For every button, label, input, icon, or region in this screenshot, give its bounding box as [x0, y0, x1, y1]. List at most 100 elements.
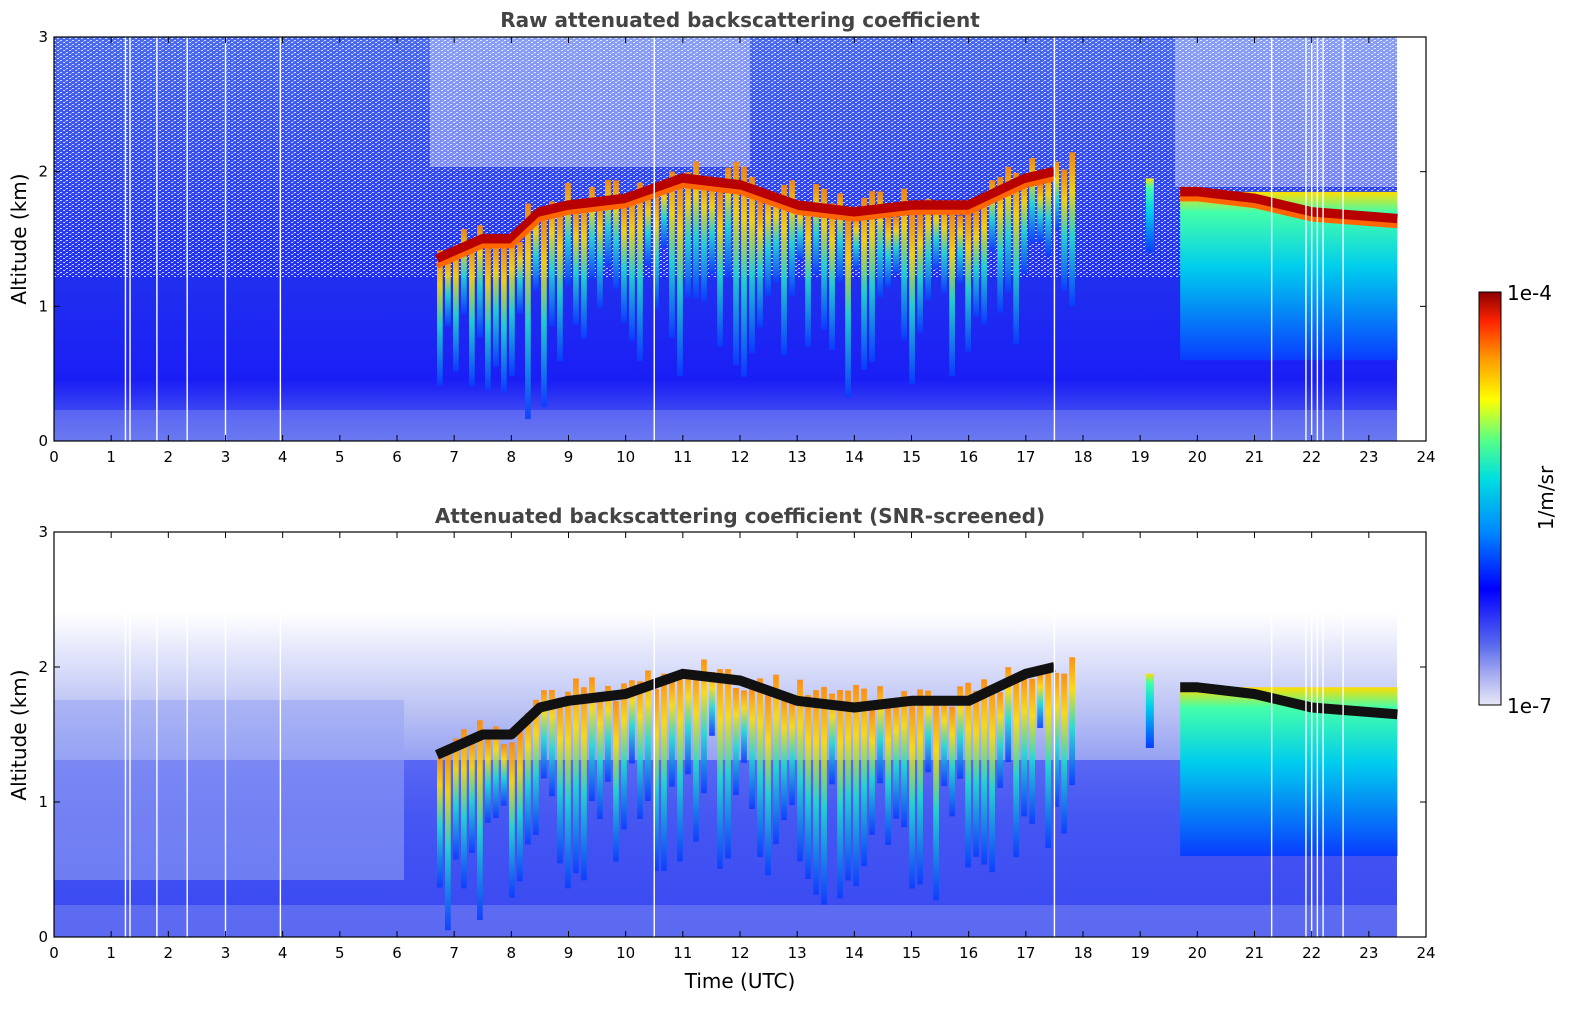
plume-column — [917, 689, 923, 885]
plume-column — [821, 188, 827, 330]
plume-column — [901, 188, 907, 340]
screened-y-axis-label: Altitude (km) — [7, 669, 31, 800]
plume-column — [909, 701, 915, 889]
plume-column — [893, 701, 899, 819]
screened-axes: 0 1 2 3 4 5 6 7 8 9 10 11 12 13 14 15 16 17 18 19 20 21 22 23 24… — [38, 523, 1435, 962]
plume-column — [981, 679, 987, 865]
plume-column — [725, 167, 731, 278]
plume-column — [765, 192, 771, 296]
plume-column — [1061, 673, 1067, 834]
plume-column — [637, 182, 643, 361]
plume-column — [989, 180, 995, 251]
plume-column — [637, 681, 643, 819]
plume-column — [485, 738, 491, 823]
plume-column — [957, 215, 963, 284]
plume-column — [677, 671, 683, 862]
plume-column — [853, 684, 859, 887]
plume-column — [717, 669, 723, 869]
x-tick-label: 23 — [1359, 448, 1378, 466]
plume-column — [1005, 166, 1011, 292]
plume-column — [733, 161, 739, 366]
plume-column — [941, 205, 947, 294]
isolated-plume-streak — [1145, 178, 1154, 253]
raw-surface-band — [54, 410, 1397, 441]
colorbar: 1e-4 1e-7 1/m/sr — [1478, 281, 1558, 718]
plume-column — [837, 193, 843, 283]
plume-column — [829, 693, 835, 785]
plume-column — [861, 688, 867, 867]
x-tick-label: 18 — [1073, 448, 1092, 466]
x-tick-label: 7 — [449, 944, 459, 962]
plume-column — [1069, 657, 1075, 786]
plume-column — [933, 699, 939, 901]
plume-column — [749, 688, 755, 810]
plume-column — [661, 673, 667, 871]
plume-column — [901, 691, 907, 828]
plume-column — [973, 209, 979, 317]
plume-column — [1037, 673, 1043, 728]
plume-column — [573, 207, 579, 325]
plume-column — [541, 690, 547, 779]
plume-column — [445, 257, 451, 327]
plume-column — [645, 194, 651, 266]
plume-column — [997, 692, 1003, 788]
plume-column — [493, 726, 499, 818]
x-tick-label: 0 — [49, 944, 59, 962]
plume-column — [597, 200, 603, 308]
plume-column — [493, 241, 499, 367]
x-tick-label: 21 — [1245, 944, 1264, 962]
plume-column — [909, 210, 915, 385]
plume-column — [933, 203, 939, 269]
plume-column — [597, 691, 603, 819]
screened-panel-title: Attenuated backscattering coefficient (S… — [435, 504, 1045, 528]
plume-column — [565, 183, 571, 286]
x-tick-label: 17 — [1016, 944, 1035, 962]
plume-column — [965, 682, 971, 868]
x-tick-label: 22 — [1302, 944, 1321, 962]
x-tick-label: 8 — [507, 944, 517, 962]
plume-column — [533, 699, 539, 835]
plume-column — [557, 697, 563, 864]
plume-column — [709, 183, 715, 275]
plume-column — [845, 212, 851, 398]
plume-column — [517, 731, 523, 882]
plume-column — [509, 232, 515, 376]
plume-column — [613, 701, 619, 862]
x-tick-label: 19 — [1131, 944, 1150, 962]
x-tick-label: 17 — [1016, 448, 1035, 466]
plume-column — [1061, 169, 1067, 292]
x-tick-label: 12 — [730, 944, 749, 962]
x-tick-label: 24 — [1416, 448, 1435, 466]
screened-aerosol-layer — [434, 662, 1398, 760]
raw-no-data-region — [1398, 37, 1426, 441]
plume-column — [621, 201, 627, 323]
x-tick-label: 2 — [164, 448, 174, 466]
plume-column — [717, 188, 723, 347]
plume-column — [877, 686, 883, 784]
plume-column — [485, 246, 491, 391]
x-tick-label: 8 — [507, 448, 517, 466]
raw-plume-columns — [437, 152, 1398, 420]
x-tick-label: 24 — [1416, 944, 1435, 962]
plume-column — [541, 215, 547, 408]
plume-column — [669, 171, 675, 338]
plume-column — [925, 690, 931, 773]
plume-column — [701, 175, 707, 302]
plume-column — [965, 212, 971, 352]
plume-column — [501, 744, 507, 806]
x-tick-label: 9 — [564, 944, 574, 962]
x-tick-label: 7 — [449, 448, 459, 466]
plume-column — [453, 245, 459, 372]
raw-y-axis-label: Altitude (km) — [7, 173, 31, 304]
plume-column — [861, 197, 867, 370]
plume-column — [453, 738, 459, 860]
plume-column — [693, 161, 699, 299]
plume-column — [1021, 178, 1027, 275]
colorbar-min-label: 1e-7 — [1507, 694, 1552, 718]
plume-column — [797, 679, 803, 862]
x-tick-label: 3 — [221, 448, 231, 466]
x-tick-label: 11 — [673, 448, 692, 466]
plume-column — [629, 193, 635, 341]
plume-column — [997, 177, 1003, 313]
